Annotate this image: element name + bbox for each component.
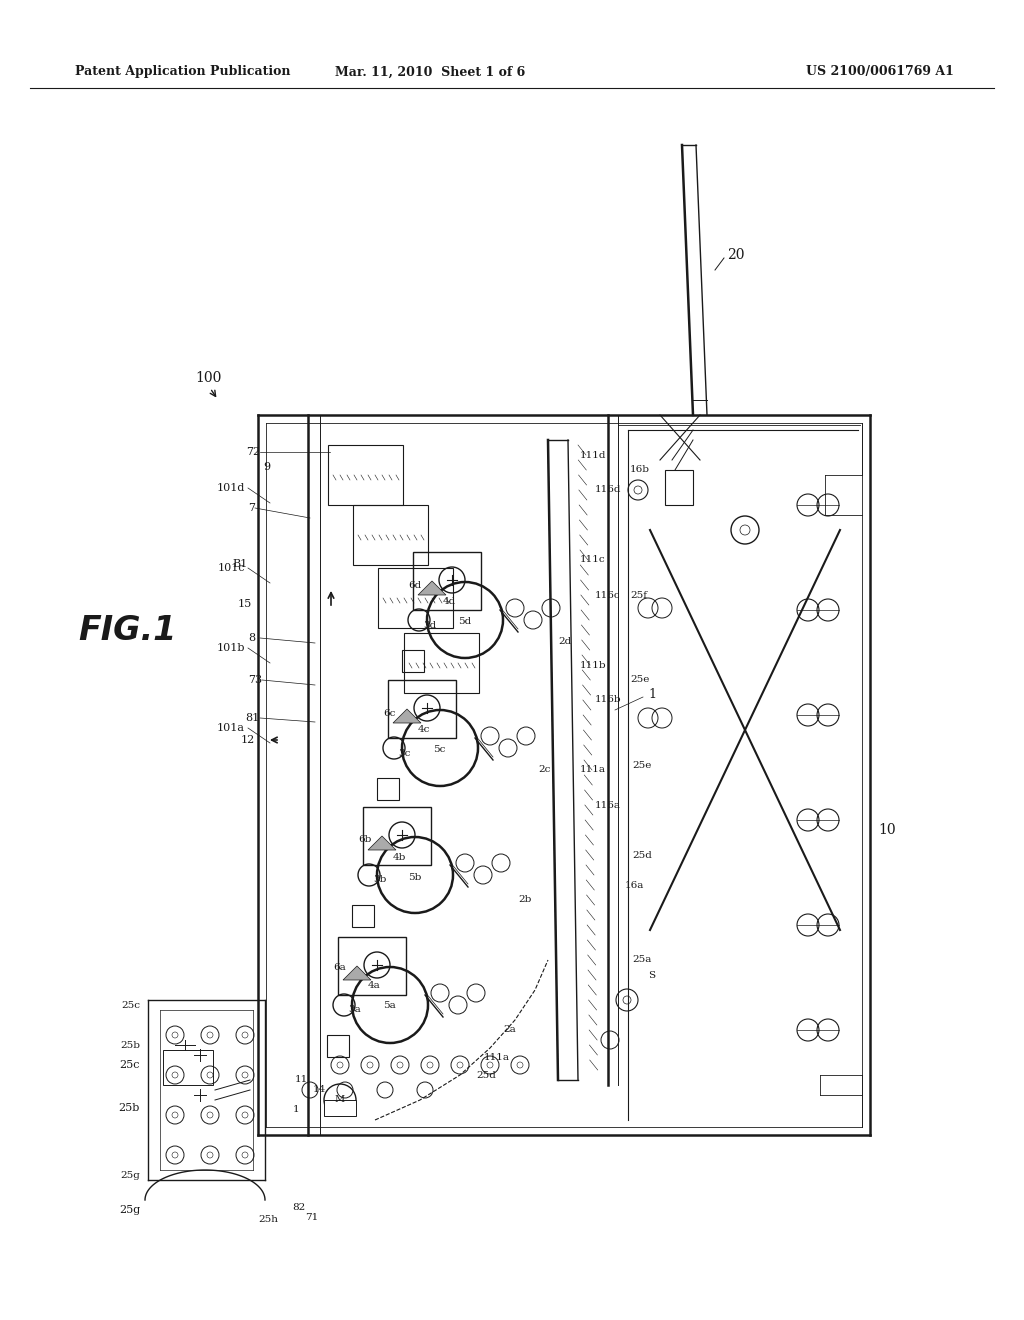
Text: 116d: 116d [595, 486, 622, 495]
Polygon shape [343, 966, 371, 979]
Text: 116a: 116a [595, 800, 621, 809]
Text: 25h: 25h [258, 1216, 278, 1225]
Bar [324, 1100, 356, 1115]
Bar [413, 552, 481, 610]
Text: 2c: 2c [538, 766, 550, 775]
Text: 25d: 25d [632, 850, 652, 859]
Text: FIG.1: FIG.1 [78, 614, 176, 647]
Text: 6b: 6b [358, 836, 372, 845]
Text: 25g: 25g [119, 1205, 140, 1214]
Text: 6a: 6a [333, 964, 346, 973]
Text: 101c: 101c [217, 564, 245, 573]
Text: 116b: 116b [595, 696, 622, 705]
Bar [328, 445, 403, 506]
Bar [378, 568, 453, 628]
Text: 25c: 25c [120, 1060, 140, 1071]
Text: 71: 71 [305, 1213, 318, 1222]
Text: B1: B1 [232, 558, 248, 569]
Polygon shape [393, 709, 421, 723]
Bar [404, 634, 479, 693]
Bar [327, 1035, 349, 1057]
Text: 7: 7 [248, 503, 255, 513]
Text: 25e: 25e [630, 676, 649, 685]
Text: 81: 81 [246, 713, 260, 723]
Text: M: M [335, 1096, 345, 1105]
Polygon shape [418, 581, 446, 595]
Text: 14: 14 [313, 1085, 327, 1094]
Text: 5d: 5d [458, 618, 471, 627]
Text: 111a: 111a [484, 1053, 510, 1063]
Text: 9: 9 [263, 462, 270, 473]
Text: 111a: 111a [580, 766, 606, 775]
Text: 3b: 3b [373, 875, 386, 884]
Text: 25b: 25b [120, 1040, 140, 1049]
Text: 25e: 25e [632, 760, 651, 770]
Text: 116c: 116c [595, 590, 621, 599]
Text: 4d: 4d [443, 598, 457, 606]
Text: 3a: 3a [348, 1006, 360, 1015]
Text: 25b: 25b [119, 1104, 140, 1113]
Text: 16a: 16a [625, 880, 644, 890]
Text: Patent Application Publication: Patent Application Publication [75, 66, 291, 78]
Text: 6d: 6d [408, 582, 421, 590]
Text: 16b: 16b [630, 466, 650, 474]
Text: 1: 1 [648, 689, 656, 701]
Text: 2a: 2a [503, 1026, 516, 1035]
Bar [352, 906, 374, 927]
Text: US 2100/0061769 A1: US 2100/0061769 A1 [806, 66, 954, 78]
Text: 2d: 2d [558, 638, 571, 647]
Text: 6c: 6c [383, 709, 395, 718]
Text: 25f: 25f [630, 590, 647, 599]
Text: 111d: 111d [580, 450, 606, 459]
Bar [377, 777, 399, 800]
Text: 5a: 5a [383, 1001, 395, 1010]
Bar [338, 937, 406, 995]
Text: 101a: 101a [217, 723, 245, 733]
Text: 4b: 4b [393, 853, 407, 862]
Text: S: S [648, 970, 655, 979]
Text: 5c: 5c [433, 746, 445, 755]
Text: 25a: 25a [632, 956, 651, 965]
Text: 20: 20 [727, 248, 744, 261]
Bar [163, 1049, 213, 1085]
Text: 82: 82 [292, 1204, 305, 1213]
Text: 10: 10 [878, 822, 896, 837]
Text: 3c: 3c [398, 748, 411, 758]
Text: 12: 12 [241, 735, 255, 744]
Polygon shape [368, 836, 396, 850]
Text: 72: 72 [246, 447, 260, 457]
Bar [402, 649, 424, 672]
Text: 73: 73 [248, 675, 262, 685]
Bar [665, 470, 693, 506]
Text: 25g: 25g [120, 1171, 140, 1180]
Text: 3d: 3d [423, 620, 436, 630]
Text: 25d: 25d [476, 1071, 496, 1080]
Text: 5b: 5b [408, 873, 421, 882]
Bar [362, 807, 431, 865]
Text: 15: 15 [238, 599, 252, 609]
Text: 25c: 25c [121, 1001, 140, 1010]
Text: 101d: 101d [217, 483, 245, 492]
Text: 100: 100 [195, 371, 221, 385]
Text: 8: 8 [248, 634, 255, 643]
Text: 11: 11 [295, 1076, 308, 1085]
Text: 111b: 111b [580, 660, 606, 669]
Bar [353, 506, 428, 565]
Text: 111c: 111c [580, 556, 605, 565]
Text: 1: 1 [293, 1106, 300, 1114]
Text: 101b: 101b [216, 643, 245, 653]
Bar [388, 680, 456, 738]
Text: 4c: 4c [418, 726, 430, 734]
Text: Mar. 11, 2010  Sheet 1 of 6: Mar. 11, 2010 Sheet 1 of 6 [335, 66, 525, 78]
Text: 2b: 2b [518, 895, 531, 904]
Text: 4a: 4a [368, 981, 381, 990]
